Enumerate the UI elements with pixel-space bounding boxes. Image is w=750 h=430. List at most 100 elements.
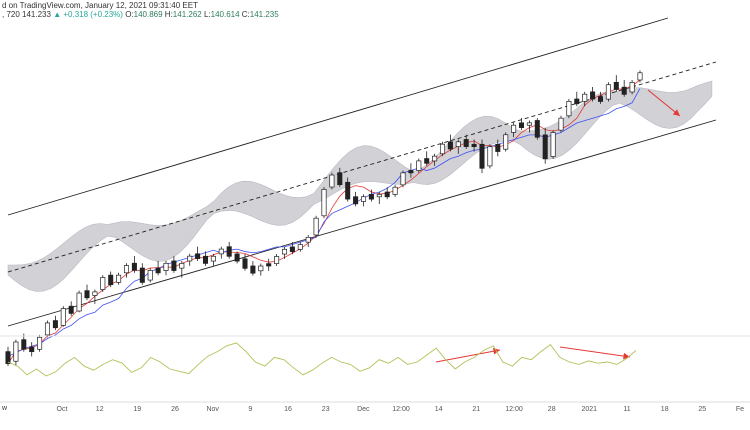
time-tick-label: 12 [96, 406, 104, 413]
candle-body [179, 263, 185, 269]
candle-body [582, 93, 588, 102]
candle-body [629, 82, 635, 93]
candle-body [289, 246, 295, 253]
time-tick-label: 18 [661, 406, 669, 413]
candle-body [605, 84, 611, 100]
candle-body [384, 191, 390, 198]
candle-body [163, 262, 169, 271]
candle-body [116, 274, 122, 283]
open-label: O: [125, 10, 134, 19]
open-value: 140.869 [133, 10, 163, 19]
time-tick-label: 14 [435, 406, 443, 413]
time-axis: Oct 12 19 26 Nov 9 16 23 Dec 12:00 14 21 12:00 28 2021… [57, 406, 745, 413]
time-tick-label: Oct [57, 406, 68, 413]
candle-body [447, 141, 453, 150]
candle-body [360, 196, 367, 202]
time-tick-label: 26 [171, 406, 179, 413]
regression-channel [7, 17, 717, 327]
candle-body [597, 96, 604, 102]
candle-body [258, 265, 264, 272]
candle-body [566, 101, 572, 117]
down-arrow-oscillator [559, 346, 631, 360]
candle-body [234, 253, 240, 262]
time-tick-label: 12:00 [392, 406, 410, 413]
low-value: 140.614 [210, 10, 240, 19]
interval-label: , 720 [2, 10, 20, 19]
candle-body [550, 132, 556, 157]
up-arrow-oscillator [435, 347, 501, 363]
candle-body [218, 248, 224, 255]
candle-body [123, 265, 130, 274]
time-tick-label: 11 [623, 406, 630, 413]
candle-body [392, 186, 398, 195]
candle-body [455, 141, 461, 147]
candle-body [76, 292, 82, 312]
candle-body [297, 244, 303, 250]
candle-body [518, 122, 525, 128]
candle-body [52, 320, 58, 329]
candle-body [432, 155, 438, 162]
candle-body [368, 194, 374, 200]
candle-body [139, 267, 145, 283]
candle-body [345, 181, 351, 200]
candle-body [250, 265, 256, 274]
time-tick-label: 19 [133, 406, 141, 413]
candle-body [242, 258, 248, 269]
ichimoku-lines [7, 79, 641, 364]
time-tick-label: Fe [736, 406, 744, 413]
change-value: +0.318 (+0.23%) [63, 10, 123, 19]
candle-body [68, 305, 74, 314]
candle-body [637, 72, 643, 81]
oscillator-pane [7, 342, 637, 377]
chart-header: d on TradingView.com, January 12, 2021 0… [0, 0, 750, 22]
candle-body [337, 172, 343, 185]
candle-body [100, 277, 106, 290]
candle-body [511, 124, 517, 133]
high-value: 141.262 [172, 10, 202, 19]
candle-body [424, 158, 430, 164]
time-tick-label: 23 [322, 406, 330, 413]
candle-body [376, 194, 382, 198]
candle-body [226, 246, 232, 257]
candle-body [21, 339, 27, 350]
candle-body [487, 146, 493, 167]
time-tick-label: Dec [357, 406, 370, 413]
candle-body [558, 117, 564, 131]
down-arrow-price [647, 89, 681, 117]
candle-body [147, 270, 153, 281]
low-label: L: [203, 10, 211, 19]
candle-body [13, 341, 19, 362]
candle-body [479, 143, 485, 169]
candle-body [187, 255, 193, 262]
close-value: 141.233 [22, 10, 51, 19]
candle-body [108, 274, 114, 286]
candle-body [29, 346, 35, 353]
indicator-label: w [1, 405, 8, 412]
high-label: H: [164, 10, 173, 19]
candle-body [321, 189, 327, 217]
candle-body [266, 263, 272, 267]
time-tick-label: 25 [698, 406, 706, 413]
candle-body [613, 81, 619, 90]
publish-info: d on TradingView.com, January 12, 2021 0… [2, 1, 198, 10]
candle-body [400, 172, 406, 186]
candle-body [131, 262, 137, 271]
candle-body [471, 143, 477, 148]
candle-body [329, 174, 335, 188]
candle-body [621, 86, 627, 95]
candle-body [92, 291, 98, 296]
candle-body [281, 248, 288, 255]
candle-body [534, 120, 540, 138]
candle-body [210, 255, 216, 262]
candle-body [195, 253, 201, 259]
channel-lower-line [7, 119, 717, 327]
candlesticks [5, 70, 643, 367]
candle-body [60, 308, 66, 326]
candle-body [155, 267, 161, 274]
ohlc-readout: , 720 141.233 ▲ +0.318 (+0.23%) O:140.86… [2, 10, 279, 19]
close-label: C: [241, 10, 250, 19]
channel-upper-line [7, 17, 669, 216]
candle-body [408, 170, 414, 174]
candle-body [305, 237, 311, 243]
